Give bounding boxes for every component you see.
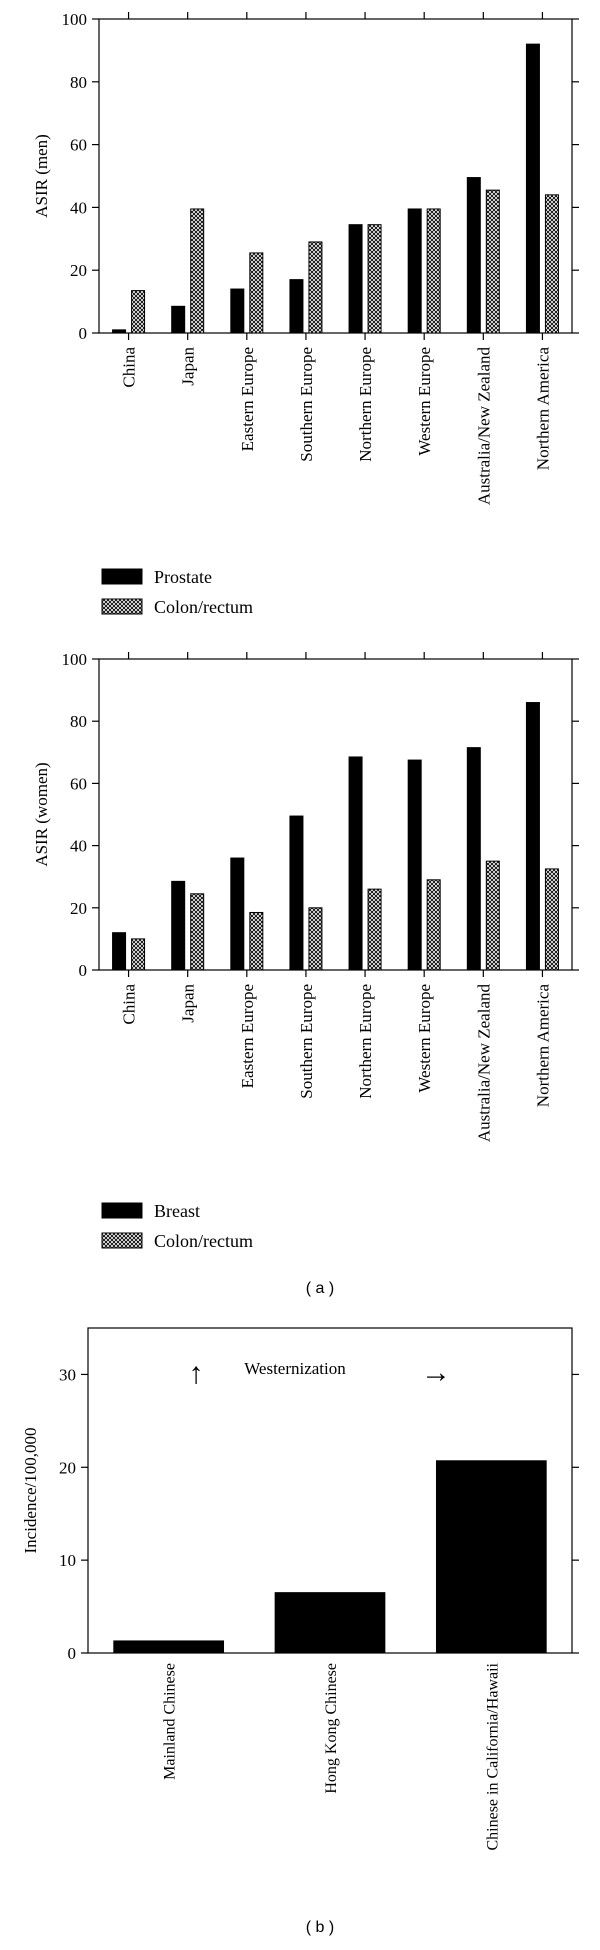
- x-tick-label-japan: Japan: [179, 984, 198, 1023]
- y-axis-label: Incidence/100,000: [21, 1427, 40, 1553]
- bar-colon-rectum-northern-europe: [367, 888, 382, 971]
- bar-prostate-china: [112, 329, 127, 334]
- bar-breast-southern-europe: [289, 815, 304, 971]
- y-tick-label: 10: [59, 1551, 76, 1570]
- bar-breast-western-europe: [407, 759, 422, 971]
- bar-prostate-western-europe: [407, 208, 422, 334]
- x-tick-label-eastern-europe: Eastern Europe: [238, 347, 257, 451]
- legend-swatch-breast: [101, 1202, 143, 1219]
- bar-prostate-eastern-europe: [230, 288, 245, 334]
- bar-breast-northern-america: [525, 702, 540, 971]
- bar-breast-eastern-europe: [230, 857, 245, 971]
- bar-prostate-southern-europe: [289, 279, 304, 334]
- x-tick-label-eastern-europe: Eastern Europe: [238, 984, 257, 1088]
- bar-colon-rectum-southern-europe: [308, 907, 323, 971]
- bar-colon-rectum-china: [131, 938, 146, 971]
- y-tick-label: 30: [59, 1365, 76, 1384]
- x-tick-label-chinese-in-california-hawaii: Chinese in California/Hawaii: [484, 1662, 501, 1850]
- bar-colon-rectum-japan: [190, 893, 205, 971]
- y-tick-label: 80: [70, 712, 87, 731]
- bar-colon-rectum-australia-new-zealand: [485, 189, 500, 334]
- y-tick-label: 100: [62, 650, 88, 669]
- bar-breast-japan: [171, 880, 186, 971]
- legend-label-colon-rectum: Colon/rectum: [154, 1231, 253, 1251]
- bar-hong-kong-chinese: [274, 1592, 386, 1654]
- bar-breast-northern-europe: [348, 756, 363, 971]
- y-tick-label: 60: [70, 774, 87, 793]
- legend-label-prostate: Prostate: [154, 567, 212, 587]
- legend-label-colon-rectum: Colon/rectum: [154, 597, 253, 617]
- legend-label-breast: Breast: [154, 1201, 200, 1221]
- chart-men-asir: 0 20 40 60 80 100 ASIR (men) China Japan Eastern …: [32, 10, 579, 617]
- y-axis-label: ASIR (women): [32, 762, 51, 866]
- bar-colon-rectum-southern-europe: [308, 241, 323, 334]
- plot-frame: [98, 658, 573, 971]
- bar-colon-rectum-eastern-europe: [249, 911, 264, 971]
- x-tick-label-mainland-chinese: Mainland Chinese: [162, 1663, 179, 1780]
- bar-colon-rectum-western-europe: [426, 208, 441, 334]
- chart-incidence-chinese: 0 10 20 30 Incidence/100,000 Mainland Chinese…: [21, 1327, 579, 1851]
- legend-swatch-colon-rectum: [101, 1232, 143, 1249]
- y-tick-label: 20: [70, 899, 87, 918]
- x-tick-label-northern-europe: Northern Europe: [356, 347, 375, 462]
- y-tick-label: 20: [59, 1458, 76, 1477]
- x-tick-label-western-europe: Western Europe: [415, 984, 434, 1093]
- x-tick-label-australia-new-zealand: Australia/New Zealand: [474, 984, 493, 1143]
- bar-prostate-northern-europe: [348, 224, 363, 334]
- caption-a: ( a ): [306, 1280, 334, 1297]
- x-tick-label-northern-america: Northern America: [533, 984, 552, 1108]
- plot-frame: [98, 18, 573, 334]
- x-tick-label-northern-europe: Northern Europe: [356, 984, 375, 1099]
- x-tick-label-southern-europe: Southern Europe: [297, 347, 316, 462]
- bar-colon-rectum-northern-america: [544, 868, 559, 971]
- x-tick-label-hong-kong-chinese: Hong Kong Chinese: [323, 1663, 340, 1794]
- legend-swatch-prostate: [101, 568, 143, 585]
- x-tick-label-southern-europe: Southern Europe: [297, 984, 316, 1099]
- bar-colon-rectum-australia-new-zealand: [485, 860, 500, 971]
- bar-colon-rectum-china: [131, 290, 146, 334]
- bar-breast-china: [112, 932, 127, 971]
- y-tick-label: 0: [79, 324, 88, 343]
- bar-prostate-australia-new-zealand: [466, 177, 481, 334]
- y-tick-label: 40: [70, 837, 87, 856]
- x-tick-label-china: China: [120, 347, 139, 388]
- y-tick-label: 0: [79, 961, 88, 980]
- arrow-right-annotation: →: [421, 1356, 451, 1389]
- bar-colon-rectum-eastern-europe: [249, 252, 264, 334]
- y-axis-label: ASIR (men): [32, 134, 51, 218]
- westernization-annotation: Westernization: [244, 1359, 346, 1378]
- x-tick-label-china: China: [120, 984, 139, 1025]
- y-tick-label: 80: [70, 73, 87, 92]
- x-tick-label-japan: Japan: [179, 347, 198, 386]
- bar-prostate-japan: [171, 305, 186, 334]
- y-tick-label: 60: [70, 136, 87, 155]
- bar-prostate-northern-america: [525, 43, 540, 334]
- bar-colon-rectum-japan: [190, 208, 205, 334]
- bar-colon-rectum-northern-america: [544, 194, 559, 334]
- bar-breast-australia-new-zealand: [466, 747, 481, 971]
- y-tick-label: 0: [68, 1644, 77, 1663]
- x-tick-label-western-europe: Western Europe: [415, 347, 434, 456]
- x-tick-label-northern-america: Northern America: [533, 347, 552, 471]
- legend-swatch-colon-rectum: [101, 598, 143, 615]
- arrow-up-annotation: ↑: [189, 1357, 204, 1390]
- bar-mainland-chinese: [113, 1640, 225, 1654]
- y-tick-label: 40: [70, 198, 87, 217]
- bar-colon-rectum-western-europe: [426, 879, 441, 971]
- y-tick-label: 20: [70, 261, 87, 280]
- chart-women-asir: 0 20 40 60 80 100 ASIR (women) China Japan Easter…: [32, 650, 579, 1251]
- x-tick-label-australia-new-zealand: Australia/New Zealand: [474, 347, 493, 506]
- bar-chinese-in-california-hawaii: [435, 1460, 547, 1654]
- bar-colon-rectum-northern-europe: [367, 224, 382, 334]
- caption-b: ( b ): [306, 1919, 334, 1936]
- y-tick-label: 100: [62, 10, 88, 29]
